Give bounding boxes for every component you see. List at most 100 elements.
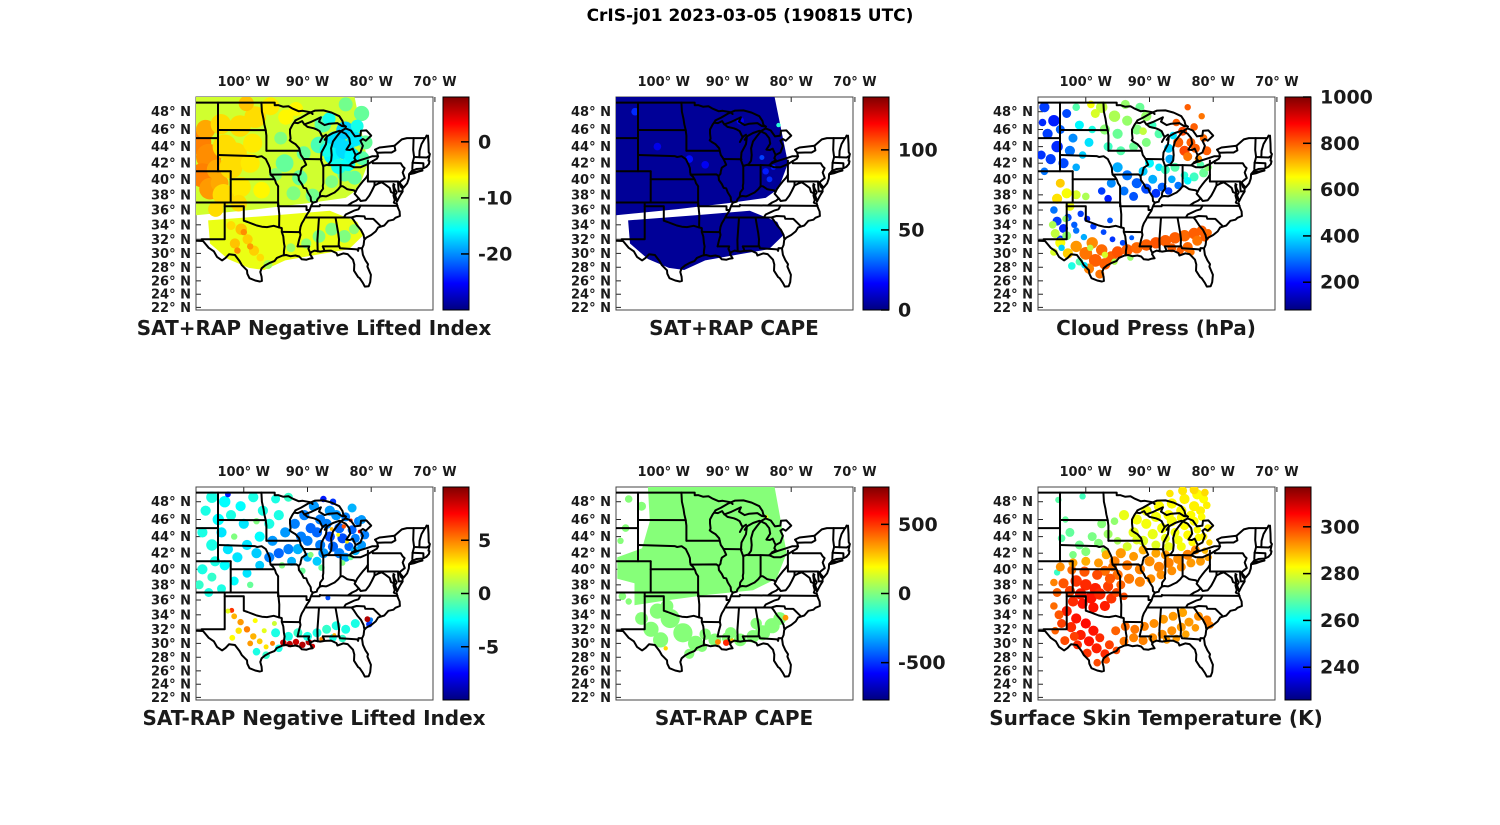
lon-axis-labels: 100° W 90° W 80° W 70° W [218, 465, 457, 492]
lat-tick-label: 38° N [151, 188, 191, 203]
lat-tick-label: 24° N [993, 288, 1033, 303]
lat-tick-label: 44° N [151, 140, 191, 155]
lon-tick-label: 90° W [286, 75, 329, 90]
lon-tick-label: 100° W [638, 75, 691, 90]
lat-tick-label: 36° N [151, 594, 191, 609]
lat-tick-label: 32° N [151, 233, 191, 248]
lat-tick-label: 40° N [993, 173, 1033, 188]
colorbar-tick-label: 260 [1320, 610, 1360, 632]
lat-tick-label: 32° N [993, 233, 1033, 248]
colorbar-tick-label: -20 [478, 243, 512, 265]
lat-tick-label: 40° N [571, 173, 611, 188]
colorbar-tick-label: -500 [898, 652, 946, 674]
lat-tick-label: 28° N [151, 651, 191, 666]
lon-tick-label: 70° W [1255, 75, 1298, 90]
panel-title: SAT+RAP Negative Lifted Index [136, 316, 492, 340]
lat-tick-label: 48° N [151, 105, 191, 120]
colorbar-tick-label: 50 [898, 219, 924, 241]
colorbar-tick-label: 240 [1320, 657, 1360, 679]
us-state-boundaries [1038, 491, 1273, 678]
lat-tick-label: 42° N [571, 157, 611, 172]
lat-tick-label: 44° N [993, 530, 1033, 545]
colorbar: 0 -10 -20 [442, 96, 512, 311]
lon-tick-label: 80° W [1191, 465, 1234, 480]
lat-tick-label: 38° N [571, 578, 611, 593]
lat-tick-label: 42° N [993, 157, 1033, 172]
lat-tick-label: 28° N [151, 261, 191, 276]
observation-points [1038, 99, 1212, 279]
panel-sat-minus-rap-cape: 100° W 90° W 80° W 70° W 48° N 46° N 44° N 42° … [568, 445, 958, 745]
lat-tick-label: 46° N [993, 513, 1033, 528]
lat-tick-label: 42° N [151, 157, 191, 172]
lon-tick-label: 70° W [413, 75, 456, 90]
map-content [1038, 487, 1273, 678]
data-swath [616, 97, 788, 216]
lat-tick-label: 38° N [151, 578, 191, 593]
colorbar: 300 280 260 240 [1284, 486, 1360, 701]
data-swath [628, 210, 784, 270]
lat-tick-label: 22° N [993, 691, 1033, 706]
lat-tick-label: 34° N [151, 218, 191, 233]
panel-title: Cloud Press (hPa) [1056, 316, 1256, 340]
lat-tick-label: 44° N [993, 140, 1033, 155]
colorbar-gradient [862, 96, 890, 311]
lat-tick-label: 26° N [571, 664, 611, 679]
lat-tick-label: 26° N [993, 664, 1033, 679]
colorbar-gradient [1284, 486, 1312, 701]
map-plot-sat-minus-rap-cape: 100° W 90° W 80° W 70° W 48° N 46° N 44° N 42° … [571, 465, 946, 706]
data-swath [208, 210, 364, 270]
colorbar-tick-label: -10 [478, 187, 512, 209]
lon-tick-label: 90° W [706, 465, 749, 480]
lat-tick-label: 26° N [151, 664, 191, 679]
colorbar: 5 0 -5 [442, 486, 499, 701]
colorbar: 500 0 -500 [862, 486, 946, 701]
colorbar-tick-label: 300 [1320, 516, 1360, 538]
lat-tick-label: 22° N [571, 691, 611, 706]
lat-tick-label: 38° N [993, 578, 1033, 593]
lon-tick-label: 70° W [833, 75, 876, 90]
colorbar-tick-label: 100 [898, 139, 938, 161]
lat-tick-label: 30° N [571, 637, 611, 652]
lat-axis-labels: 48° N 46° N 44° N 42° N40° N38° N36° N34° N… [571, 105, 621, 316]
colorbar-tick-label: 0 [898, 300, 911, 322]
lon-tick-label: 90° W [1128, 465, 1171, 480]
colorbar-tick-label: 500 [898, 514, 938, 536]
lon-tick-label: 100° W [218, 465, 271, 480]
colorbar-tick-label: -5 [478, 636, 499, 658]
lat-tick-label: 42° N [151, 547, 191, 562]
colorbar-gradient [442, 96, 470, 311]
colorbar: 100 50 0 [862, 96, 938, 322]
lat-tick-label: 26° N [993, 274, 1033, 289]
panel-sat-plus-rap-nli: 100° W 90° W 80° W 70° W 48° N 46° N 44° N 42° … [148, 55, 538, 355]
panel-surface-skin-temp: 100° W 90° W 80° W 70° W 48° N 46° N 44° N 42° … [990, 445, 1380, 745]
us-state-boundaries [616, 101, 851, 288]
lat-tick-label: 28° N [571, 261, 611, 276]
lat-tick-label: 48° N [571, 495, 611, 510]
colorbar-tick-label: 400 [1320, 225, 1360, 247]
lon-tick-label: 100° W [638, 465, 691, 480]
lon-tick-label: 90° W [286, 465, 329, 480]
lat-axis-labels: 48° N 46° N 44° N 42° N40° N38° N36° N34° N… [151, 495, 201, 706]
us-state-boundaries [1038, 101, 1273, 288]
colorbar-tick-label: 0 [478, 131, 491, 153]
lat-tick-label: 46° N [571, 123, 611, 138]
lon-tick-label: 80° W [769, 75, 812, 90]
lat-tick-label: 30° N [993, 247, 1033, 262]
lon-tick-label: 70° W [833, 465, 876, 480]
panel-cloud-press: 100° W 90° W 80° W 70° W 48° N 46° N 44° N 42° … [990, 55, 1380, 355]
lat-tick-label: 22° N [571, 301, 611, 316]
lon-tick-label: 100° W [1060, 465, 1113, 480]
lat-tick-label: 34° N [571, 608, 611, 623]
map-plot-sat-minus-rap-nli: 100° W 90° W 80° W 70° W 48° N 46° N 44° N 42° … [151, 465, 499, 706]
map-plot-surface-skin-temp: 100° W 90° W 80° W 70° W 48° N 46° N 44° N 42° … [993, 465, 1360, 706]
lon-tick-label: 90° W [1128, 75, 1171, 90]
lat-tick-label: 40° N [151, 563, 191, 578]
lat-tick-label: 46° N [151, 513, 191, 528]
lat-tick-label: 34° N [151, 608, 191, 623]
lat-tick-label: 48° N [151, 495, 191, 510]
panel-title: Surface Skin Temperature (K) [989, 706, 1323, 730]
colorbar-tick-label: 800 [1320, 133, 1360, 155]
lon-tick-label: 100° W [1060, 75, 1113, 90]
lat-tick-label: 32° N [571, 623, 611, 638]
